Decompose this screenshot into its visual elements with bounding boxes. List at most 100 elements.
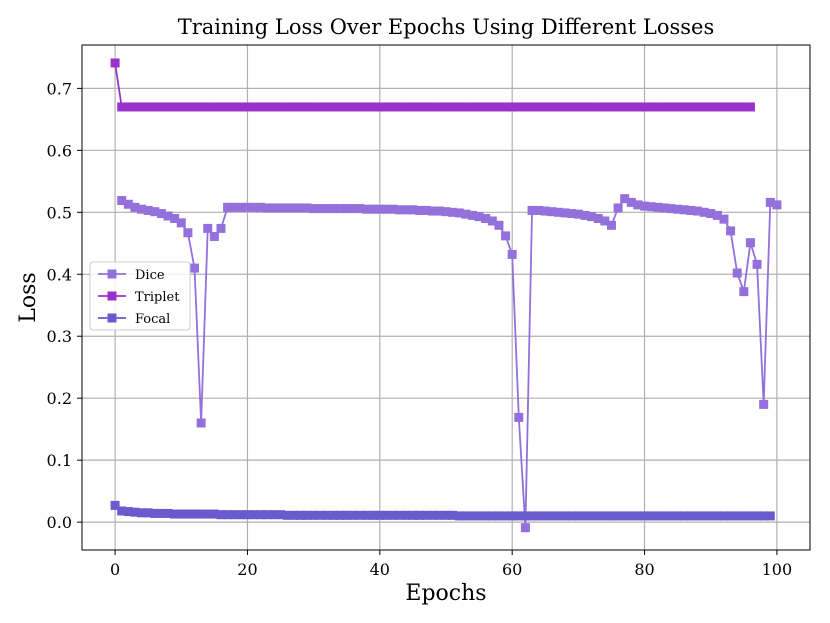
x-tick-label: 60	[502, 560, 522, 579]
legend-swatch-marker	[107, 269, 117, 279]
data-point-focal	[276, 510, 286, 520]
data-point-triplet	[368, 102, 378, 112]
data-point-focal	[593, 511, 603, 521]
data-point-focal	[156, 508, 166, 518]
series-focal	[110, 500, 775, 521]
data-point-focal	[606, 511, 616, 521]
data-point-triplet	[454, 102, 464, 112]
data-point-focal	[441, 510, 451, 520]
data-point-focal	[600, 511, 610, 521]
data-point-triplet	[421, 102, 431, 112]
data-point-dice	[130, 202, 140, 212]
data-point-triplet	[415, 102, 425, 112]
data-point-focal	[659, 511, 669, 521]
data-point-focal	[560, 511, 570, 521]
data-point-dice	[745, 238, 755, 248]
y-tick-label: 0.3	[47, 327, 72, 346]
data-point-triplet	[223, 102, 233, 112]
data-point-focal	[163, 508, 173, 518]
data-point-triplet	[547, 102, 557, 112]
data-point-dice	[434, 206, 444, 216]
data-point-triplet	[342, 102, 352, 112]
data-point-triplet	[309, 102, 319, 112]
data-point-focal	[501, 511, 511, 521]
data-point-dice	[719, 214, 729, 224]
data-point-triplet	[381, 102, 391, 112]
data-point-dice	[659, 203, 669, 213]
data-point-dice	[620, 194, 630, 204]
data-point-focal	[527, 511, 537, 521]
data-point-triplet	[461, 102, 471, 112]
data-point-dice	[401, 205, 411, 215]
x-tick-label: 40	[370, 560, 390, 579]
data-point-dice	[692, 206, 702, 216]
data-point-dice	[481, 213, 491, 223]
data-point-focal	[554, 511, 564, 521]
data-point-triplet	[156, 102, 166, 112]
data-point-triplet	[640, 102, 650, 112]
data-point-focal	[236, 510, 246, 520]
data-point-dice	[739, 287, 749, 297]
data-point-focal	[342, 510, 352, 520]
data-point-focal	[640, 511, 650, 521]
data-point-dice	[772, 200, 782, 210]
data-point-triplet	[196, 102, 206, 112]
data-point-dice	[587, 212, 597, 222]
data-point-dice	[699, 207, 709, 217]
data-point-triplet	[633, 102, 643, 112]
data-point-dice	[712, 210, 722, 220]
data-point-triplet	[593, 102, 603, 112]
data-point-focal	[487, 511, 497, 521]
data-point-dice	[613, 203, 623, 213]
data-point-triplet	[745, 102, 755, 112]
data-point-dice	[653, 202, 663, 212]
data-point-focal	[580, 511, 590, 521]
data-point-focal	[587, 511, 597, 521]
data-point-triplet	[494, 102, 504, 112]
data-point-triplet	[355, 102, 365, 112]
data-point-triplet	[362, 102, 372, 112]
data-point-focal	[295, 510, 305, 520]
data-point-triplet	[567, 102, 577, 112]
data-point-dice	[196, 418, 206, 428]
data-point-dice	[408, 205, 418, 215]
data-point-dice	[494, 220, 504, 230]
data-point-triplet	[560, 102, 570, 112]
data-point-focal	[249, 510, 259, 520]
data-point-focal	[395, 510, 405, 520]
data-point-dice	[295, 203, 305, 213]
data-point-focal	[699, 511, 709, 521]
data-point-focal	[196, 509, 206, 519]
data-point-dice	[474, 212, 484, 222]
data-point-triplet	[686, 102, 696, 112]
data-point-dice	[236, 202, 246, 212]
y-tick-label: 0.7	[47, 79, 72, 98]
data-point-focal	[190, 509, 200, 519]
data-point-focal	[520, 511, 530, 521]
data-point-focal	[176, 509, 186, 519]
data-point-focal	[282, 510, 292, 520]
data-point-dice	[143, 205, 153, 215]
data-point-dice	[249, 202, 259, 212]
data-point-dice	[759, 399, 769, 409]
data-point-focal	[362, 510, 372, 520]
data-point-focal	[507, 511, 517, 521]
data-point-dice	[421, 205, 431, 215]
data-point-dice	[328, 204, 338, 214]
y-axis-label: Loss	[16, 272, 41, 322]
data-point-triplet	[514, 102, 524, 112]
series-layer	[110, 58, 782, 533]
data-point-dice	[163, 211, 173, 221]
data-point-triplet	[236, 102, 246, 112]
data-point-focal	[573, 511, 583, 521]
data-point-focal	[355, 510, 365, 520]
data-point-triplet	[229, 102, 239, 112]
data-point-focal	[454, 511, 464, 521]
data-point-triplet	[203, 102, 213, 112]
y-tick-label: 0.4	[47, 265, 72, 284]
data-point-triplet	[395, 102, 405, 112]
y-tick-label: 0.0	[47, 513, 72, 532]
data-point-dice	[646, 202, 656, 212]
data-point-triplet	[666, 102, 676, 112]
data-point-focal	[401, 510, 411, 520]
